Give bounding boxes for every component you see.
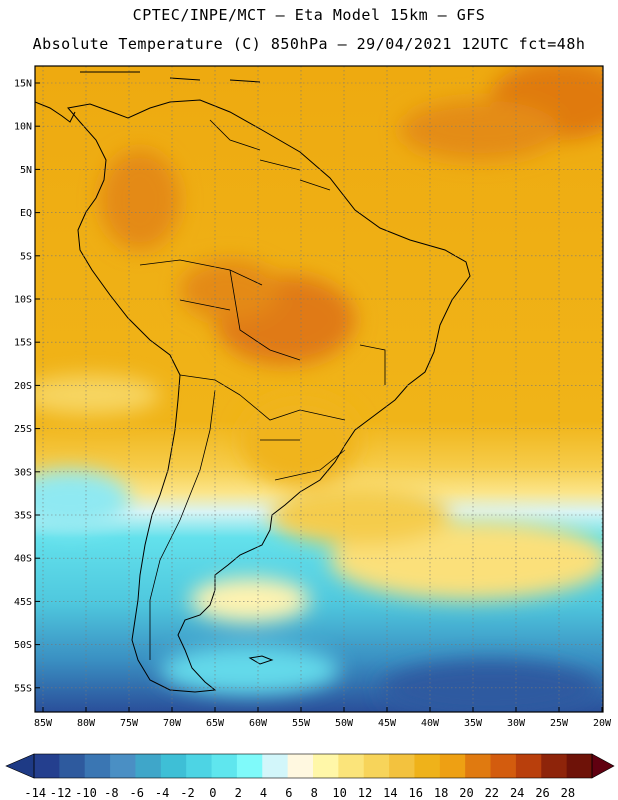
lon-label: 25W bbox=[550, 718, 569, 729]
lon-label: 70W bbox=[163, 718, 182, 729]
lat-label: 20S bbox=[14, 381, 32, 392]
colorbar-tick-label: 26 bbox=[535, 786, 549, 800]
lon-label: 40W bbox=[421, 718, 440, 729]
coastlines bbox=[35, 71, 471, 693]
colorbar-swatch bbox=[84, 754, 111, 778]
temperature-field bbox=[35, 66, 603, 712]
colorbar-tick-label: 14 bbox=[383, 786, 397, 800]
colorbar-swatch bbox=[313, 754, 339, 778]
lat-label: 30S bbox=[14, 467, 32, 478]
colorbar-swatch bbox=[262, 754, 289, 778]
lon-label: 20W bbox=[593, 718, 612, 729]
colorbar-tick-label: -12 bbox=[50, 786, 72, 800]
south-america-coast bbox=[67, 99, 471, 693]
colorbar-tick-label: 2 bbox=[235, 786, 242, 800]
lon-label: 55W bbox=[292, 718, 311, 729]
colorbar-under-arrow bbox=[5, 753, 35, 779]
lon-label: 60W bbox=[249, 718, 268, 729]
lon-label: 80W bbox=[77, 718, 96, 729]
colorbar-tick-label: -6 bbox=[129, 786, 143, 800]
colorbar-swatch bbox=[439, 754, 466, 778]
colorbar-swatch bbox=[515, 754, 542, 778]
colorbar-tick-label: 22 bbox=[485, 786, 499, 800]
graticule bbox=[35, 66, 603, 712]
lon-label: 45W bbox=[378, 718, 397, 729]
border-lines bbox=[139, 119, 386, 660]
lat-label: 5S bbox=[20, 251, 32, 262]
colorbar-swatch bbox=[363, 754, 390, 778]
lat-label: 25S bbox=[14, 424, 32, 435]
colorbar-tick-label: -4 bbox=[155, 786, 169, 800]
lat-label: 55S bbox=[14, 683, 32, 694]
lat-label: 50S bbox=[14, 640, 32, 651]
colorbar-swatch bbox=[34, 754, 60, 778]
colorbar-swatch bbox=[236, 754, 263, 778]
colorbar-over-arrow bbox=[591, 753, 615, 779]
lat-label: 40S bbox=[14, 554, 32, 565]
colorbar-tick-label: 24 bbox=[510, 786, 524, 800]
colorbar-tick-label: 28 bbox=[561, 786, 575, 800]
colorbar-swatch bbox=[338, 754, 365, 778]
lat-axis: 15N 10N 5N EQ 5S 10S 15S 20S 25S 30S 35S 40S 45S 50S 5… bbox=[14, 79, 40, 694]
colorbar-tick-label: 4 bbox=[260, 786, 267, 800]
colorbar-tick-label: 12 bbox=[358, 786, 372, 800]
lon-label: 35W bbox=[464, 718, 483, 729]
title-line-1: CPTEC/INPE/MCT – Eta Model 15km – GFS bbox=[132, 6, 486, 24]
lat-label: 10S bbox=[14, 295, 32, 306]
colorbar-tick-label: -10 bbox=[75, 786, 97, 800]
colorbar-tick-label: 20 bbox=[459, 786, 473, 800]
colorbar-tick-label: -2 bbox=[180, 786, 194, 800]
lon-label: 50W bbox=[335, 718, 354, 729]
falklands bbox=[248, 655, 274, 665]
lat-label: EQ bbox=[20, 208, 32, 219]
lat-label: 45S bbox=[14, 597, 32, 608]
central-america bbox=[35, 101, 76, 123]
colorbar-tick-label: 0 bbox=[209, 786, 216, 800]
colorbar-swatch bbox=[160, 754, 187, 778]
colorbar-swatch bbox=[465, 754, 492, 778]
colorbar-swatch bbox=[287, 754, 314, 778]
colorbar-swatch bbox=[566, 754, 593, 778]
colorbar-swatch bbox=[541, 754, 568, 778]
lat-label: 15S bbox=[14, 338, 32, 349]
lat-label: 15N bbox=[14, 79, 32, 90]
caribbean-islands bbox=[80, 71, 261, 83]
colorbar-swatch bbox=[186, 754, 213, 778]
lat-label: 10N bbox=[14, 122, 32, 133]
lon-label: 85W bbox=[34, 718, 53, 729]
colorbar-tick-label: 6 bbox=[285, 786, 292, 800]
colorbar-swatch bbox=[110, 754, 136, 778]
lat-label: 5N bbox=[20, 165, 32, 176]
title-line-2: Absolute Temperature (C) 850hPa – 29/04/… bbox=[32, 35, 586, 53]
lon-label: 75W bbox=[120, 718, 139, 729]
lon-axis: 85W 80W 75W 70W 65W 60W 55W 50W 45W 40W 35W 30W 25W 2… bbox=[34, 707, 612, 729]
colorbar-swatch bbox=[211, 754, 238, 778]
colorbar-tick-label: -8 bbox=[104, 786, 118, 800]
colorbar-tick-label: 16 bbox=[408, 786, 422, 800]
colorbar-tick-label: 8 bbox=[311, 786, 318, 800]
lat-label: 35S bbox=[14, 511, 32, 522]
colorbar-tick-label: -14 bbox=[24, 786, 46, 800]
colorbar-swatch bbox=[135, 754, 162, 778]
lon-label: 30W bbox=[507, 718, 526, 729]
colorbar-tick-label: 10 bbox=[332, 786, 346, 800]
colorbar: -14 -12 -10 -8 -6 -4 -2 0 2 4 6 8 10 12 14 16 18 20 22 24 26… bbox=[5, 753, 615, 800]
colorbar-swatch bbox=[490, 754, 517, 778]
colorbar-tick-label: 18 bbox=[434, 786, 448, 800]
map-frame bbox=[34, 65, 604, 713]
colorbar-swatch bbox=[414, 754, 441, 778]
colorbar-swatch bbox=[389, 754, 415, 778]
lon-label: 65W bbox=[206, 718, 225, 729]
colorbar-swatch bbox=[59, 754, 86, 778]
